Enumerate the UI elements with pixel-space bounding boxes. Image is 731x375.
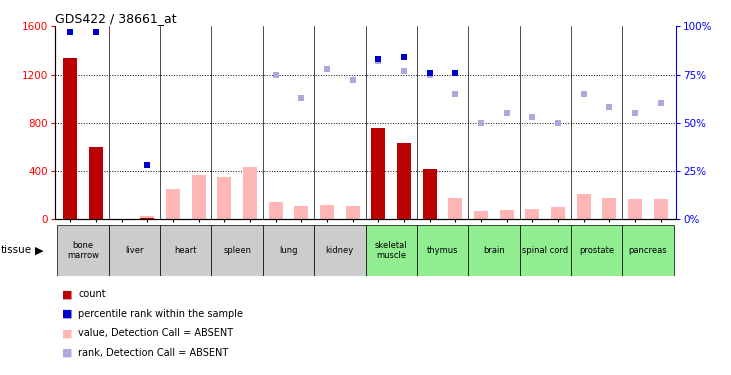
Bar [622, 225, 673, 276]
Bar [551, 207, 565, 219]
Text: skeletal
muscle: skeletal muscle [375, 241, 407, 260]
Bar [423, 169, 436, 219]
Text: thymus: thymus [427, 246, 458, 255]
Bar [109, 225, 160, 276]
Text: lung: lung [279, 246, 298, 255]
Bar [211, 225, 263, 276]
Text: count: count [78, 290, 106, 299]
Text: brain: brain [483, 246, 504, 255]
Bar [577, 194, 591, 219]
Text: GDS422 / 38661_at: GDS422 / 38661_at [55, 12, 176, 25]
Bar [397, 143, 411, 219]
Bar [366, 225, 417, 276]
Text: ■: ■ [62, 309, 72, 319]
Bar [160, 225, 211, 276]
Text: ■: ■ [62, 290, 72, 299]
Bar [217, 177, 231, 219]
Bar [571, 225, 622, 276]
Text: ▶: ▶ [35, 245, 44, 255]
Bar [314, 225, 366, 276]
Text: prostate: prostate [579, 246, 614, 255]
Bar [268, 202, 283, 219]
Bar [263, 225, 314, 276]
Bar [63, 58, 77, 219]
Bar [346, 206, 360, 219]
Text: liver: liver [125, 246, 144, 255]
Bar [140, 218, 154, 219]
Bar [371, 128, 385, 219]
Bar [526, 209, 539, 219]
Bar [520, 225, 571, 276]
Bar [468, 225, 520, 276]
Bar [654, 199, 668, 219]
Bar [602, 198, 616, 219]
Bar [500, 210, 514, 219]
Text: ■: ■ [62, 348, 72, 358]
Text: ■: ■ [62, 328, 72, 338]
Text: tissue: tissue [1, 245, 32, 255]
Text: rank, Detection Call = ABSENT: rank, Detection Call = ABSENT [78, 348, 229, 358]
Bar [628, 200, 642, 219]
Text: value, Detection Call = ABSENT: value, Detection Call = ABSENT [78, 328, 233, 338]
Bar [243, 168, 257, 219]
Bar [192, 175, 205, 219]
Text: spleen: spleen [223, 246, 251, 255]
Text: spinal cord: spinal cord [522, 246, 568, 255]
Text: pancreas: pancreas [629, 246, 667, 255]
Text: kidney: kidney [326, 246, 354, 255]
Text: bone
marrow: bone marrow [67, 241, 99, 260]
Bar [320, 205, 334, 219]
Bar [89, 147, 103, 219]
Bar [448, 198, 463, 219]
Bar [166, 189, 180, 219]
Bar [417, 225, 468, 276]
Text: heart: heart [175, 246, 197, 255]
Bar [474, 211, 488, 219]
Bar [58, 225, 109, 276]
Text: percentile rank within the sample: percentile rank within the sample [78, 309, 243, 319]
Bar [295, 206, 308, 219]
Bar [140, 216, 154, 219]
